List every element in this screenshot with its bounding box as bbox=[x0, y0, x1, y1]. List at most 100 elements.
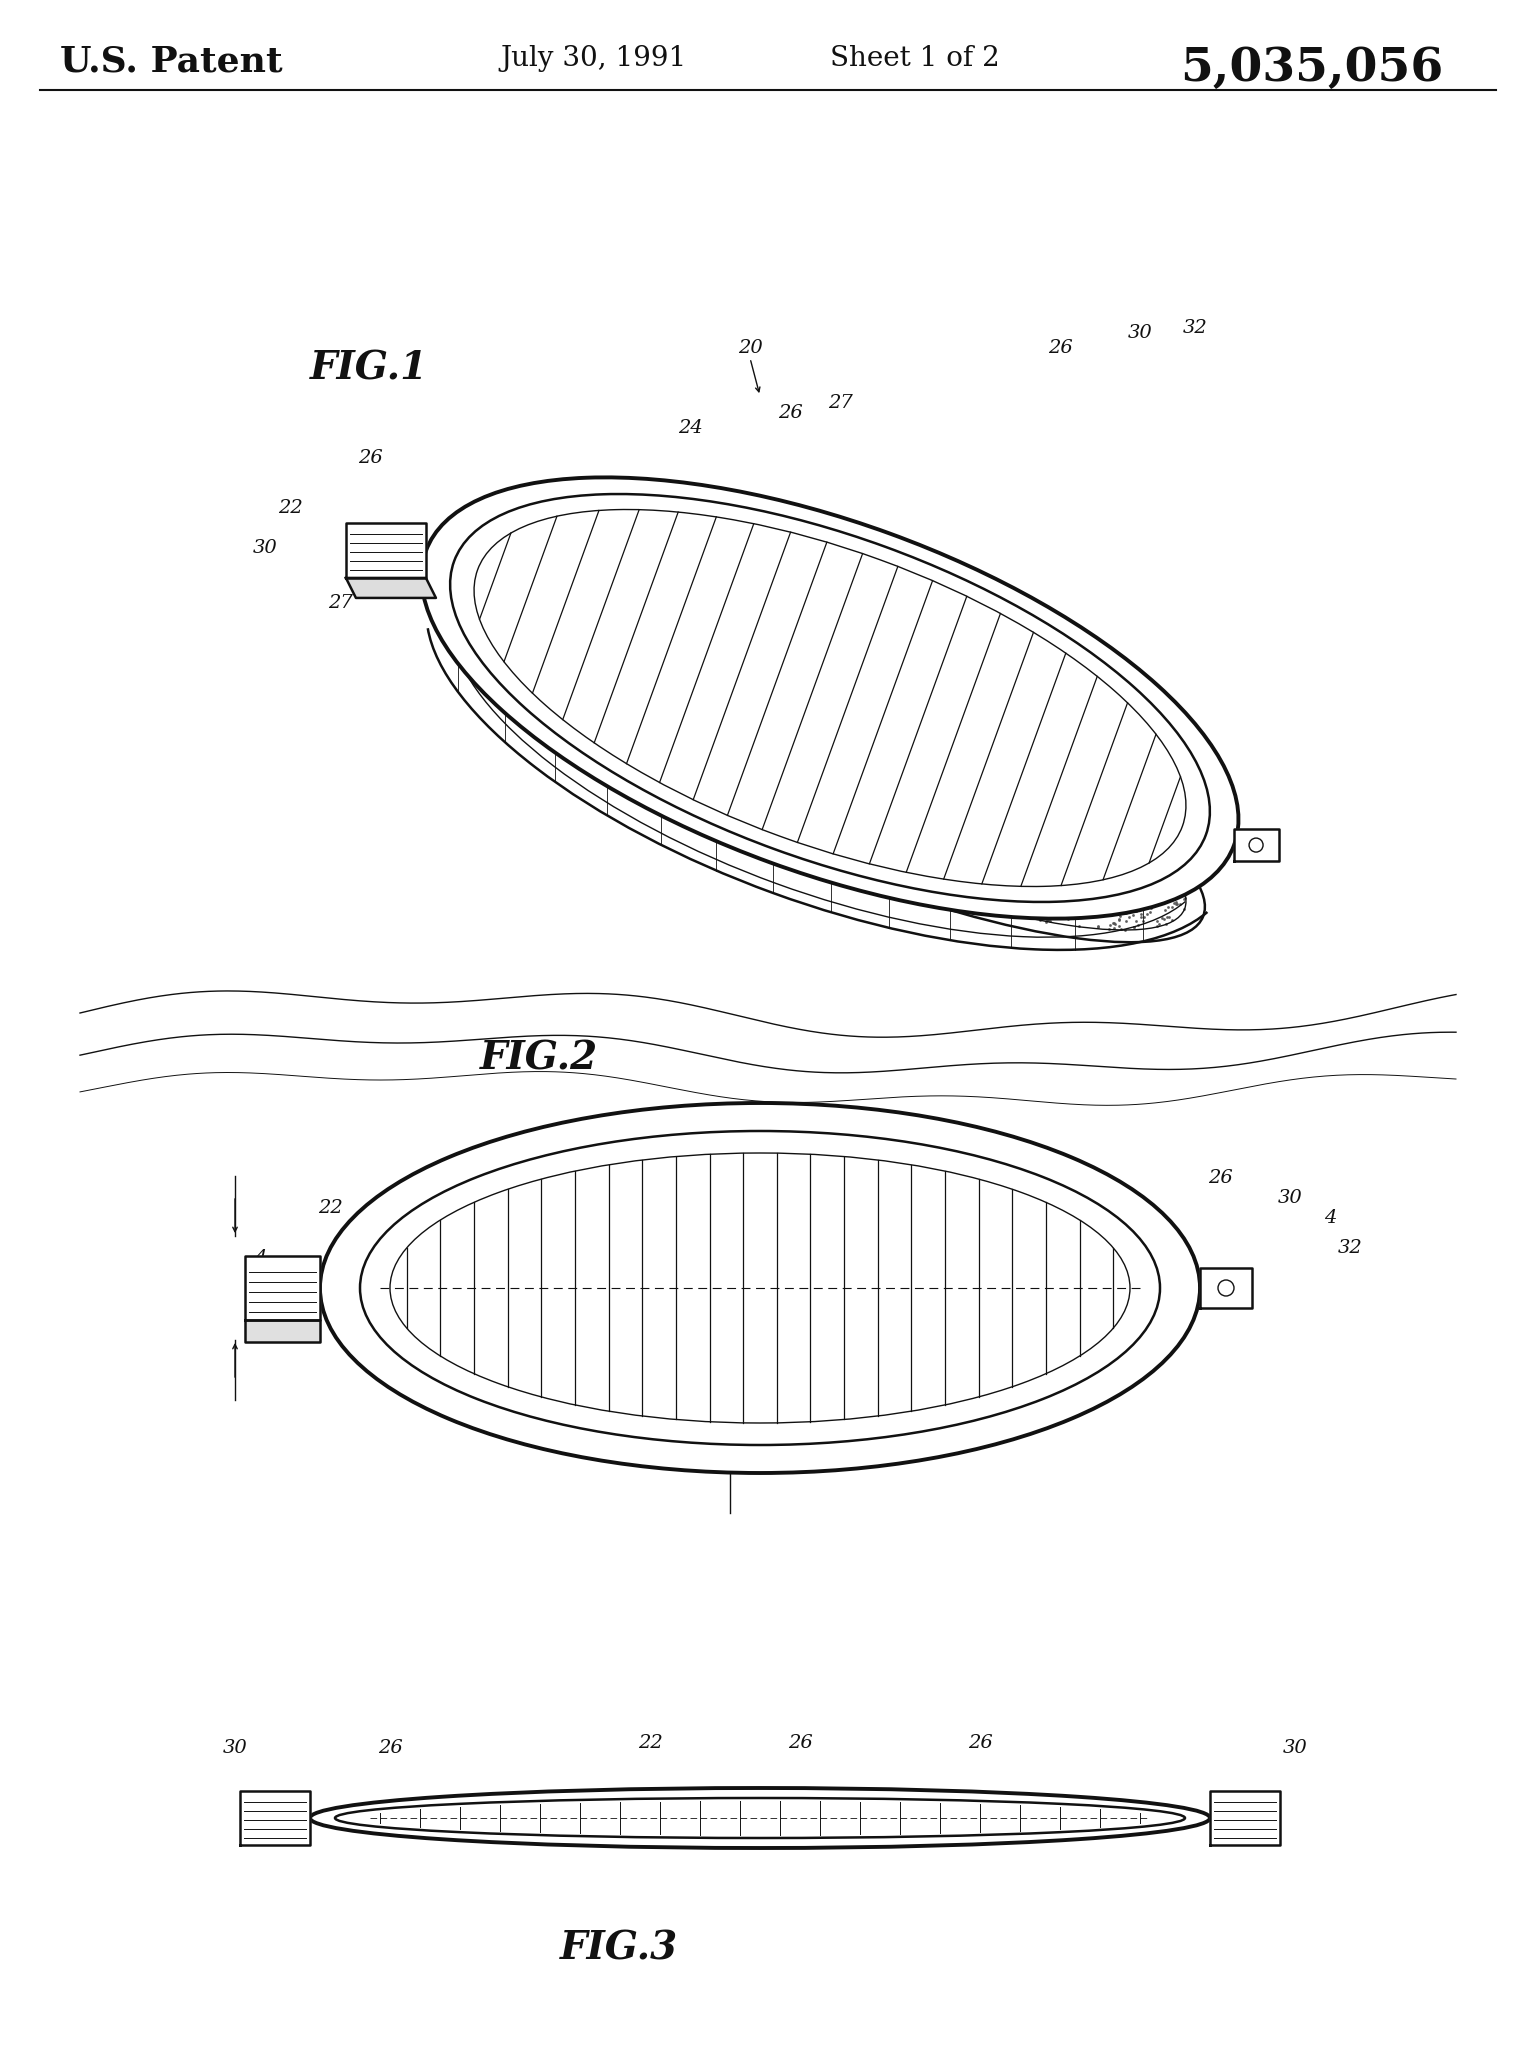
Point bbox=[708, 721, 733, 754]
Point bbox=[530, 635, 554, 668]
Point bbox=[962, 885, 986, 918]
Point bbox=[1107, 829, 1132, 862]
Point bbox=[687, 758, 711, 791]
Point bbox=[826, 772, 851, 805]
Point bbox=[637, 705, 662, 737]
Point bbox=[599, 641, 624, 674]
Point bbox=[739, 782, 763, 815]
Point bbox=[727, 788, 751, 821]
Point bbox=[765, 713, 790, 745]
Point bbox=[797, 791, 822, 823]
Point bbox=[836, 807, 860, 840]
Point bbox=[1034, 786, 1058, 819]
Point bbox=[880, 772, 905, 805]
Point bbox=[862, 838, 886, 870]
Point bbox=[762, 670, 786, 702]
Point bbox=[562, 684, 587, 717]
Point bbox=[771, 762, 796, 795]
Point bbox=[760, 713, 785, 745]
Point bbox=[903, 870, 928, 903]
Point bbox=[808, 772, 833, 805]
Point bbox=[770, 778, 794, 811]
Point bbox=[806, 688, 831, 721]
Point bbox=[982, 838, 1006, 870]
Point bbox=[1018, 860, 1043, 893]
Point bbox=[934, 709, 958, 741]
Point bbox=[1064, 852, 1089, 885]
Point bbox=[928, 817, 952, 850]
Point bbox=[1011, 764, 1035, 797]
Point bbox=[779, 776, 803, 809]
Point bbox=[753, 721, 777, 754]
Point bbox=[1100, 885, 1124, 918]
Point bbox=[825, 664, 849, 696]
Point bbox=[943, 819, 968, 852]
Point bbox=[756, 793, 780, 825]
Point bbox=[1055, 852, 1080, 885]
Point bbox=[707, 782, 731, 815]
Point bbox=[889, 774, 914, 807]
Point bbox=[739, 731, 763, 764]
Point bbox=[856, 854, 880, 887]
Point bbox=[980, 799, 1005, 831]
Point bbox=[733, 707, 757, 739]
Point bbox=[670, 664, 694, 696]
Point bbox=[1017, 846, 1041, 879]
Point bbox=[590, 709, 614, 741]
Point bbox=[909, 864, 934, 897]
Point bbox=[702, 676, 727, 709]
Point bbox=[986, 782, 1011, 815]
Point bbox=[763, 774, 788, 807]
Point bbox=[923, 809, 948, 842]
Point bbox=[1003, 768, 1028, 801]
Point bbox=[998, 848, 1023, 881]
Point bbox=[955, 743, 980, 776]
Point bbox=[616, 717, 641, 750]
Point bbox=[634, 711, 659, 743]
Point bbox=[808, 670, 833, 702]
Point bbox=[874, 694, 899, 727]
Point bbox=[682, 633, 707, 666]
Point bbox=[1083, 836, 1107, 868]
Point bbox=[978, 846, 1003, 879]
Point bbox=[1140, 844, 1164, 877]
Point bbox=[962, 852, 986, 885]
Point bbox=[665, 702, 690, 735]
Point bbox=[986, 752, 1011, 784]
Point bbox=[822, 739, 846, 772]
Point bbox=[869, 764, 894, 797]
Point bbox=[995, 766, 1020, 799]
Point bbox=[776, 743, 800, 776]
Point bbox=[679, 731, 703, 764]
Point bbox=[694, 659, 719, 692]
Point bbox=[911, 725, 935, 758]
Point bbox=[902, 811, 926, 844]
Point bbox=[716, 637, 740, 670]
Point bbox=[773, 682, 797, 715]
Point bbox=[607, 616, 631, 649]
Point bbox=[822, 756, 846, 788]
Point bbox=[762, 809, 786, 842]
Point bbox=[883, 791, 908, 823]
Point bbox=[1037, 877, 1061, 909]
Point bbox=[745, 715, 770, 748]
Point bbox=[664, 672, 688, 705]
Point bbox=[722, 733, 746, 766]
Point bbox=[1029, 795, 1054, 827]
Point bbox=[852, 750, 877, 782]
Point bbox=[559, 686, 584, 719]
Point bbox=[1138, 879, 1163, 911]
Point bbox=[676, 743, 700, 776]
Point bbox=[1129, 870, 1154, 903]
Point bbox=[660, 750, 685, 782]
Point bbox=[713, 643, 737, 676]
Point bbox=[963, 750, 988, 782]
Point bbox=[1035, 784, 1060, 817]
Point bbox=[1107, 866, 1132, 899]
Point bbox=[1117, 895, 1141, 928]
Point bbox=[911, 713, 935, 745]
Point bbox=[776, 647, 800, 680]
Point bbox=[872, 819, 897, 852]
Point bbox=[1031, 842, 1055, 874]
Point bbox=[842, 764, 866, 797]
